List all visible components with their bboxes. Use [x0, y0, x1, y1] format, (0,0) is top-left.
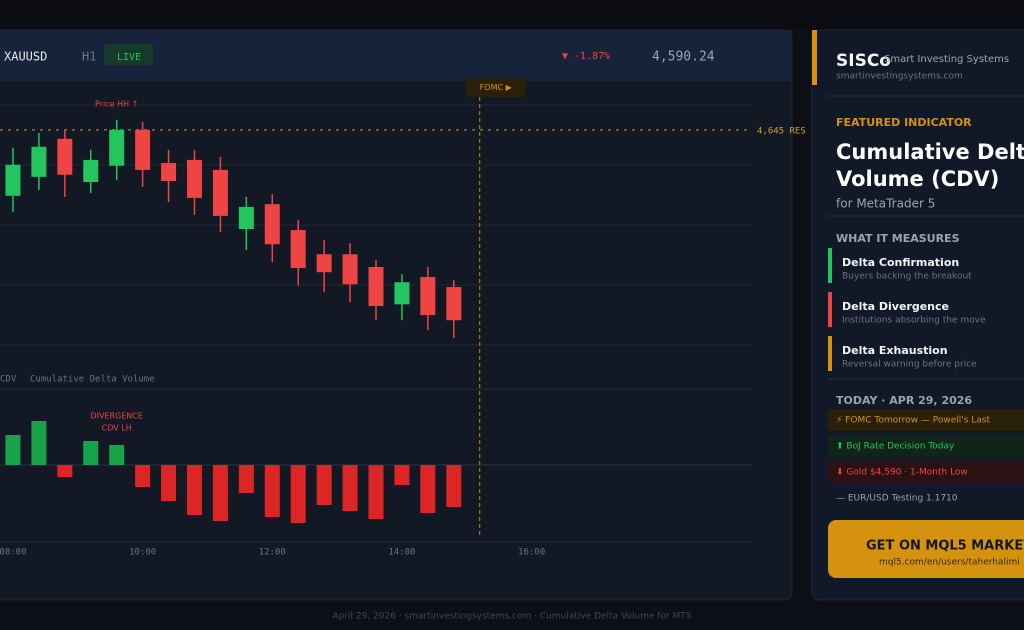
live-text: LIVE [117, 52, 141, 63]
live-badge [104, 44, 153, 65]
cdv-bar [420, 465, 436, 513]
measure-text: Buyers backing the breakout [842, 272, 972, 282]
news: ⬇ Gold $4,590 · 1-Month Low [836, 468, 968, 478]
x-tick-label: 14:00 [388, 548, 415, 558]
chart-panel [0, 29, 793, 601]
news-row [828, 435, 1024, 457]
tagline: Smart Investing Systems [884, 54, 1009, 65]
candle-body [342, 254, 358, 285]
cdv-bar [83, 441, 99, 465]
measure-bar [828, 336, 832, 371]
top-strip [0, 0, 1024, 30]
event-label: FOMC ▶ [480, 83, 513, 92]
candle-body [420, 277, 436, 316]
candle-body [238, 206, 254, 230]
sidebar [811, 29, 1024, 601]
candle-body [109, 129, 125, 166]
cdv-bar [316, 465, 332, 505]
title: Cumulative Delta [836, 140, 1024, 164]
measure-text: Reversal warning before price [842, 360, 977, 370]
candle-body [31, 146, 47, 177]
cdv-bar [109, 445, 125, 465]
candle-body [212, 169, 228, 216]
news: — EUR/USD Testing 1.1710 [836, 494, 958, 504]
cdv-bar [5, 435, 21, 465]
cdv-bar [135, 465, 151, 487]
candle-body [83, 159, 99, 183]
cta-button[interactable] [828, 520, 1024, 578]
timeframe: H1 [82, 50, 96, 64]
annotation: DIVERGENCE [90, 412, 142, 421]
accent [812, 30, 817, 85]
symbol: XAUUSD [4, 50, 47, 64]
candle-body [57, 138, 73, 175]
candle-body [5, 164, 21, 196]
candle-body [446, 287, 462, 321]
cdv-title: Cumulative Delta Volume [30, 375, 155, 385]
footer: April 29, 2026 · smartinvestingsystems.c… [332, 612, 691, 622]
title: Volume (CDV) [836, 167, 999, 191]
candle-body [316, 254, 332, 273]
news: ⚡ FOMC Tomorrow — Powell's Last [836, 416, 990, 426]
candle-body [290, 230, 306, 269]
brand: SISCo [836, 51, 891, 71]
candle-body [264, 204, 280, 245]
cdv-bar [186, 465, 202, 515]
cdv-bar [446, 465, 462, 507]
measure-title: Delta Exhaustion [842, 344, 948, 357]
site: smartinvestingsystems.com [836, 72, 963, 82]
news-row [828, 461, 1024, 483]
price: 4,590.24 [652, 50, 715, 65]
level-label: 4,645 RES [757, 126, 806, 136]
section-title: TODAY · APR 29, 2026 [836, 394, 972, 407]
measure-title: Delta Divergence [842, 300, 949, 313]
news-row [828, 409, 1024, 431]
x-tick-label: 12:00 [259, 548, 286, 558]
news: ⬆ BoJ Rate Decision Today [836, 442, 955, 452]
cdv-bar [31, 421, 47, 465]
cdv-bar [57, 465, 73, 477]
cdv-bar [368, 465, 384, 519]
cta-link[interactable]: mql5.com/en/users/taherhalimi [879, 558, 1020, 568]
cdv-label: CDV [0, 375, 17, 385]
measure-bar [828, 292, 832, 327]
cdv-bar [161, 465, 177, 501]
cdv-bar [264, 465, 280, 517]
cdv-bar [342, 465, 358, 511]
candle-body [135, 129, 151, 170]
cdv-bar [394, 465, 410, 485]
event-badge [465, 78, 526, 97]
annotation: Price HH ↑ [95, 100, 138, 109]
annotation: CDV LH [102, 424, 132, 433]
measure-title: Delta Confirmation [842, 256, 959, 269]
candle-body [161, 163, 177, 181]
candle-body [368, 267, 384, 307]
measure-text: Institutions absorbing the move [842, 316, 986, 326]
platform: for MetaTrader 5 [836, 197, 935, 211]
x-tick-label: 08:00 [0, 548, 27, 558]
cdv-bar [290, 465, 306, 523]
change: ▼ -1.87% [562, 51, 610, 62]
cdv-bar [238, 465, 254, 493]
candle-body [394, 282, 410, 305]
plot: 08:00 10:00 12:00 14:00 16:00 4,645 RES FOMC ▶… [0, 78, 806, 558]
x-tick-label: 10:00 [129, 548, 156, 558]
section-title: WHAT IT MEASURES [836, 232, 960, 245]
cdv-bar [212, 465, 228, 521]
measure-bar [828, 248, 832, 283]
kicker: FEATURED INDICATOR [836, 116, 972, 129]
cta-text[interactable]: GET ON MQL5 MARKET [866, 539, 1024, 554]
candle-body [186, 159, 202, 198]
x-tick-label: 16:00 [518, 548, 545, 558]
